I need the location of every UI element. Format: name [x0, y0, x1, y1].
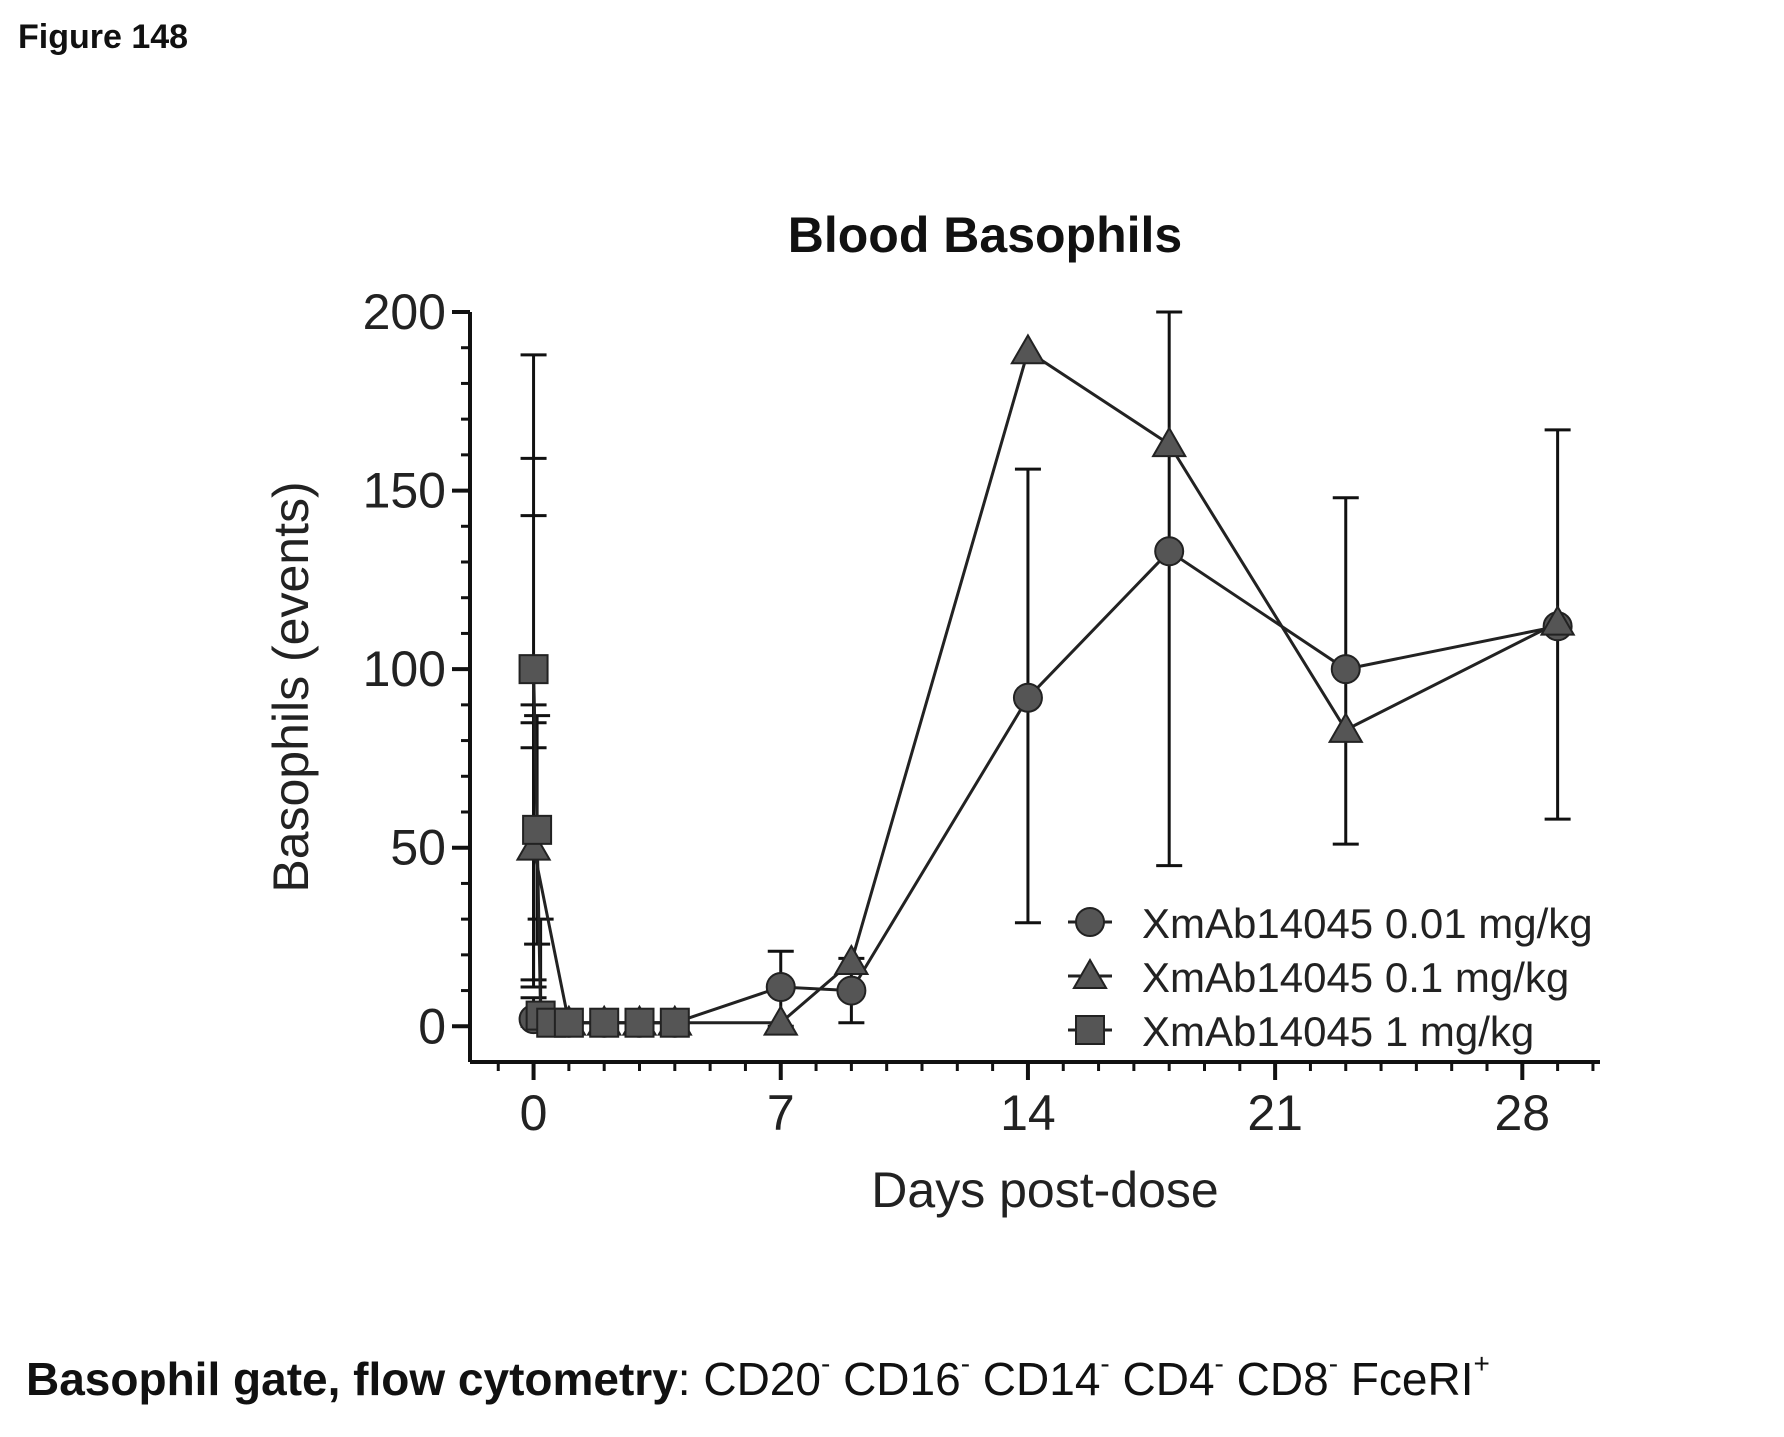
- figure-label: Figure 148: [18, 18, 189, 56]
- y-tick-label: 200: [363, 284, 446, 340]
- gate-marker-cd20: CD20-: [703, 1348, 831, 1405]
- data-point-square: [522, 814, 553, 845]
- x-tick-label: 7: [767, 1085, 795, 1141]
- gate-marker-sign: -: [820, 1348, 831, 1379]
- gate-marker-sign: -: [1100, 1348, 1110, 1379]
- data-point-circle: [1154, 536, 1185, 567]
- gate-marker-cd16: CD16-: [830, 1348, 971, 1405]
- data-point-circle: [1330, 654, 1361, 685]
- data-point-triangle: [515, 829, 552, 861]
- gate-marker-sign: -: [960, 1348, 971, 1379]
- series-line-1: [533, 549, 1558, 1025]
- data-point-triangle: [1010, 333, 1046, 365]
- legend-marker-circle: [1075, 907, 1105, 937]
- gate-markers: CD20- CD16- CD14- CD4- CD8- FceRI+: [703, 1348, 1490, 1405]
- data-point-triangle: [1327, 711, 1364, 743]
- gate-marker-sign: -: [1214, 1348, 1224, 1379]
- chart-title: Blood Basophils: [788, 207, 1182, 263]
- legend-marker-square: [1075, 1015, 1105, 1045]
- x-axis-label: Days post-dose: [871, 1162, 1218, 1218]
- data-point-square: [659, 1007, 690, 1038]
- legend-label: XmAb14045 0.1 mg/kg: [1142, 954, 1569, 1001]
- chart-svg: Blood Basophils 0 50 100 150 200 0 7 14 21 28 Days …: [263, 207, 1600, 1218]
- gate-marker-cd14: CD14-: [970, 1348, 1110, 1405]
- y-tick-label: 0: [418, 998, 446, 1054]
- y-tick-label: 150: [363, 463, 446, 519]
- x-tick-label: 28: [1495, 1085, 1551, 1141]
- y-axis-label: Basophils (events): [263, 481, 319, 892]
- legend-label: XmAb14045 0.01 mg/kg: [1142, 900, 1593, 947]
- gate-marker-fceri: FceRI+: [1338, 1348, 1490, 1405]
- x-tick-label: 14: [1000, 1085, 1056, 1141]
- data-point-circle: [765, 972, 796, 1002]
- data-point-triangle: [1539, 604, 1576, 636]
- data-point-circle: [1012, 682, 1043, 713]
- gate-marker-sign: +: [1473, 1348, 1490, 1379]
- x-tick-label: 21: [1247, 1085, 1303, 1141]
- data-point-square: [553, 1007, 584, 1038]
- x-tick-label: 0: [520, 1085, 548, 1141]
- gate-caption-title: Basophil gate, flow cytometry: [26, 1353, 678, 1405]
- data-point-triangle: [762, 1004, 799, 1036]
- chart-area: Blood Basophils 0 50 100 150 200 0 7 14 21 28 Days …: [263, 207, 1600, 1218]
- legend-label: XmAb14045 1 mg/kg: [1142, 1008, 1534, 1055]
- gate-marker-sign: -: [1328, 1348, 1339, 1379]
- gate-caption-colon: :: [677, 1353, 691, 1405]
- gate-marker-cd4: CD4-: [1109, 1348, 1224, 1405]
- legend-marker-triangle: [1072, 958, 1108, 989]
- data-point-square: [624, 1007, 655, 1038]
- data-point-square: [518, 654, 549, 685]
- y-tick-label: 50: [390, 820, 446, 876]
- data-point-triangle: [833, 944, 870, 975]
- data-point-triangle: [1151, 426, 1188, 458]
- gate-marker-cd8: CD8-: [1223, 1348, 1339, 1405]
- data-point-circle: [836, 975, 867, 1006]
- gate-caption: Basophil gate, flow cytometry: CD20- CD1…: [26, 1348, 1490, 1406]
- series-line-3: [532, 669, 675, 1025]
- y-tick-label: 100: [363, 641, 446, 697]
- data-point-square: [589, 1007, 620, 1038]
